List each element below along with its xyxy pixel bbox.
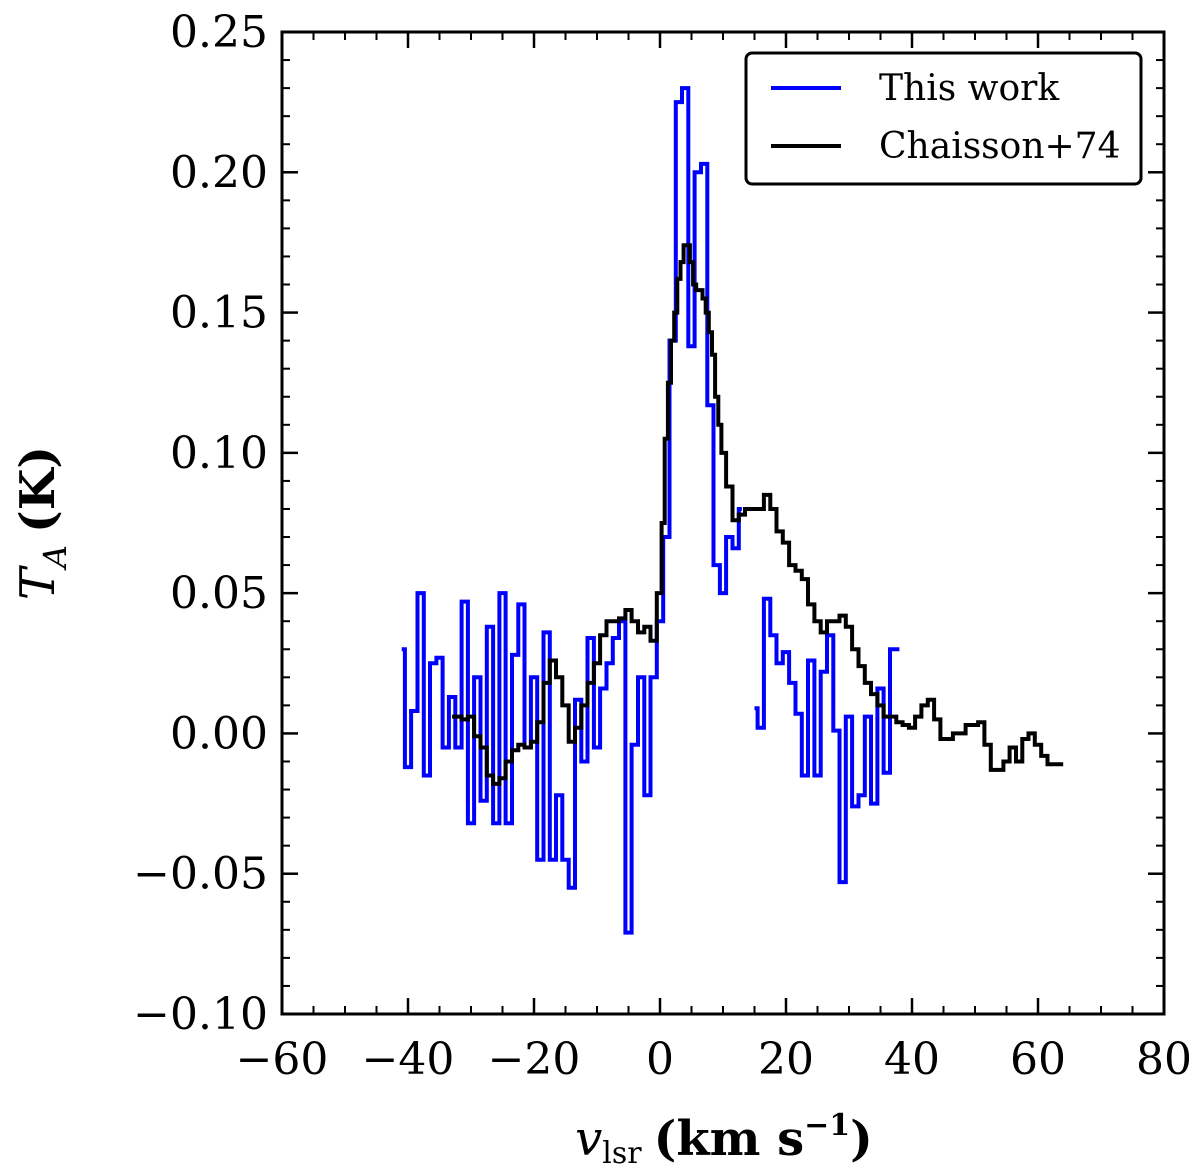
series-line-this-work <box>401 591 660 935</box>
x-tick-label: −40 <box>362 1034 455 1085</box>
x-tick-label: 80 <box>1136 1034 1192 1085</box>
y-tick-label: −0.05 <box>133 849 268 900</box>
x-axis-label: vlsr (km s−1) <box>575 1108 873 1171</box>
series-line-this-work <box>754 596 900 885</box>
y-tick-label: 0.10 <box>170 428 268 479</box>
y-axis-label: TA(K) <box>10 446 74 600</box>
series-layer <box>401 86 1064 935</box>
y-tick-label: 0.20 <box>170 147 268 198</box>
y-tick-label: 0.15 <box>170 288 268 339</box>
x-tick-label: 0 <box>646 1034 674 1085</box>
x-tick-label: 20 <box>758 1034 814 1085</box>
series-line-chaisson <box>452 243 1064 786</box>
x-tick-label: 40 <box>884 1034 940 1085</box>
legend-label-this-work: This work <box>879 68 1060 109</box>
plot-frame <box>280 30 1166 1016</box>
legend-label-chaisson: Chaisson+74 <box>879 126 1121 167</box>
legend-box <box>744 51 1143 186</box>
y-tick-label: 0.05 <box>170 568 268 619</box>
tick-labels: −60 −40 −20 0 20 40 60 80 −0.10 −0.05 0.00 0.05 0.10… <box>133 7 1192 1085</box>
x-tick-label: 60 <box>1010 1034 1066 1085</box>
y-tick-label: 0.25 <box>170 7 268 58</box>
x-tick-label: −20 <box>488 1034 581 1085</box>
legend: This work Chaisson+74 <box>744 51 1143 186</box>
y-tick-label: −0.10 <box>133 989 268 1040</box>
y-tick-label: 0.00 <box>170 708 268 759</box>
x-tick-label: −60 <box>236 1034 329 1085</box>
